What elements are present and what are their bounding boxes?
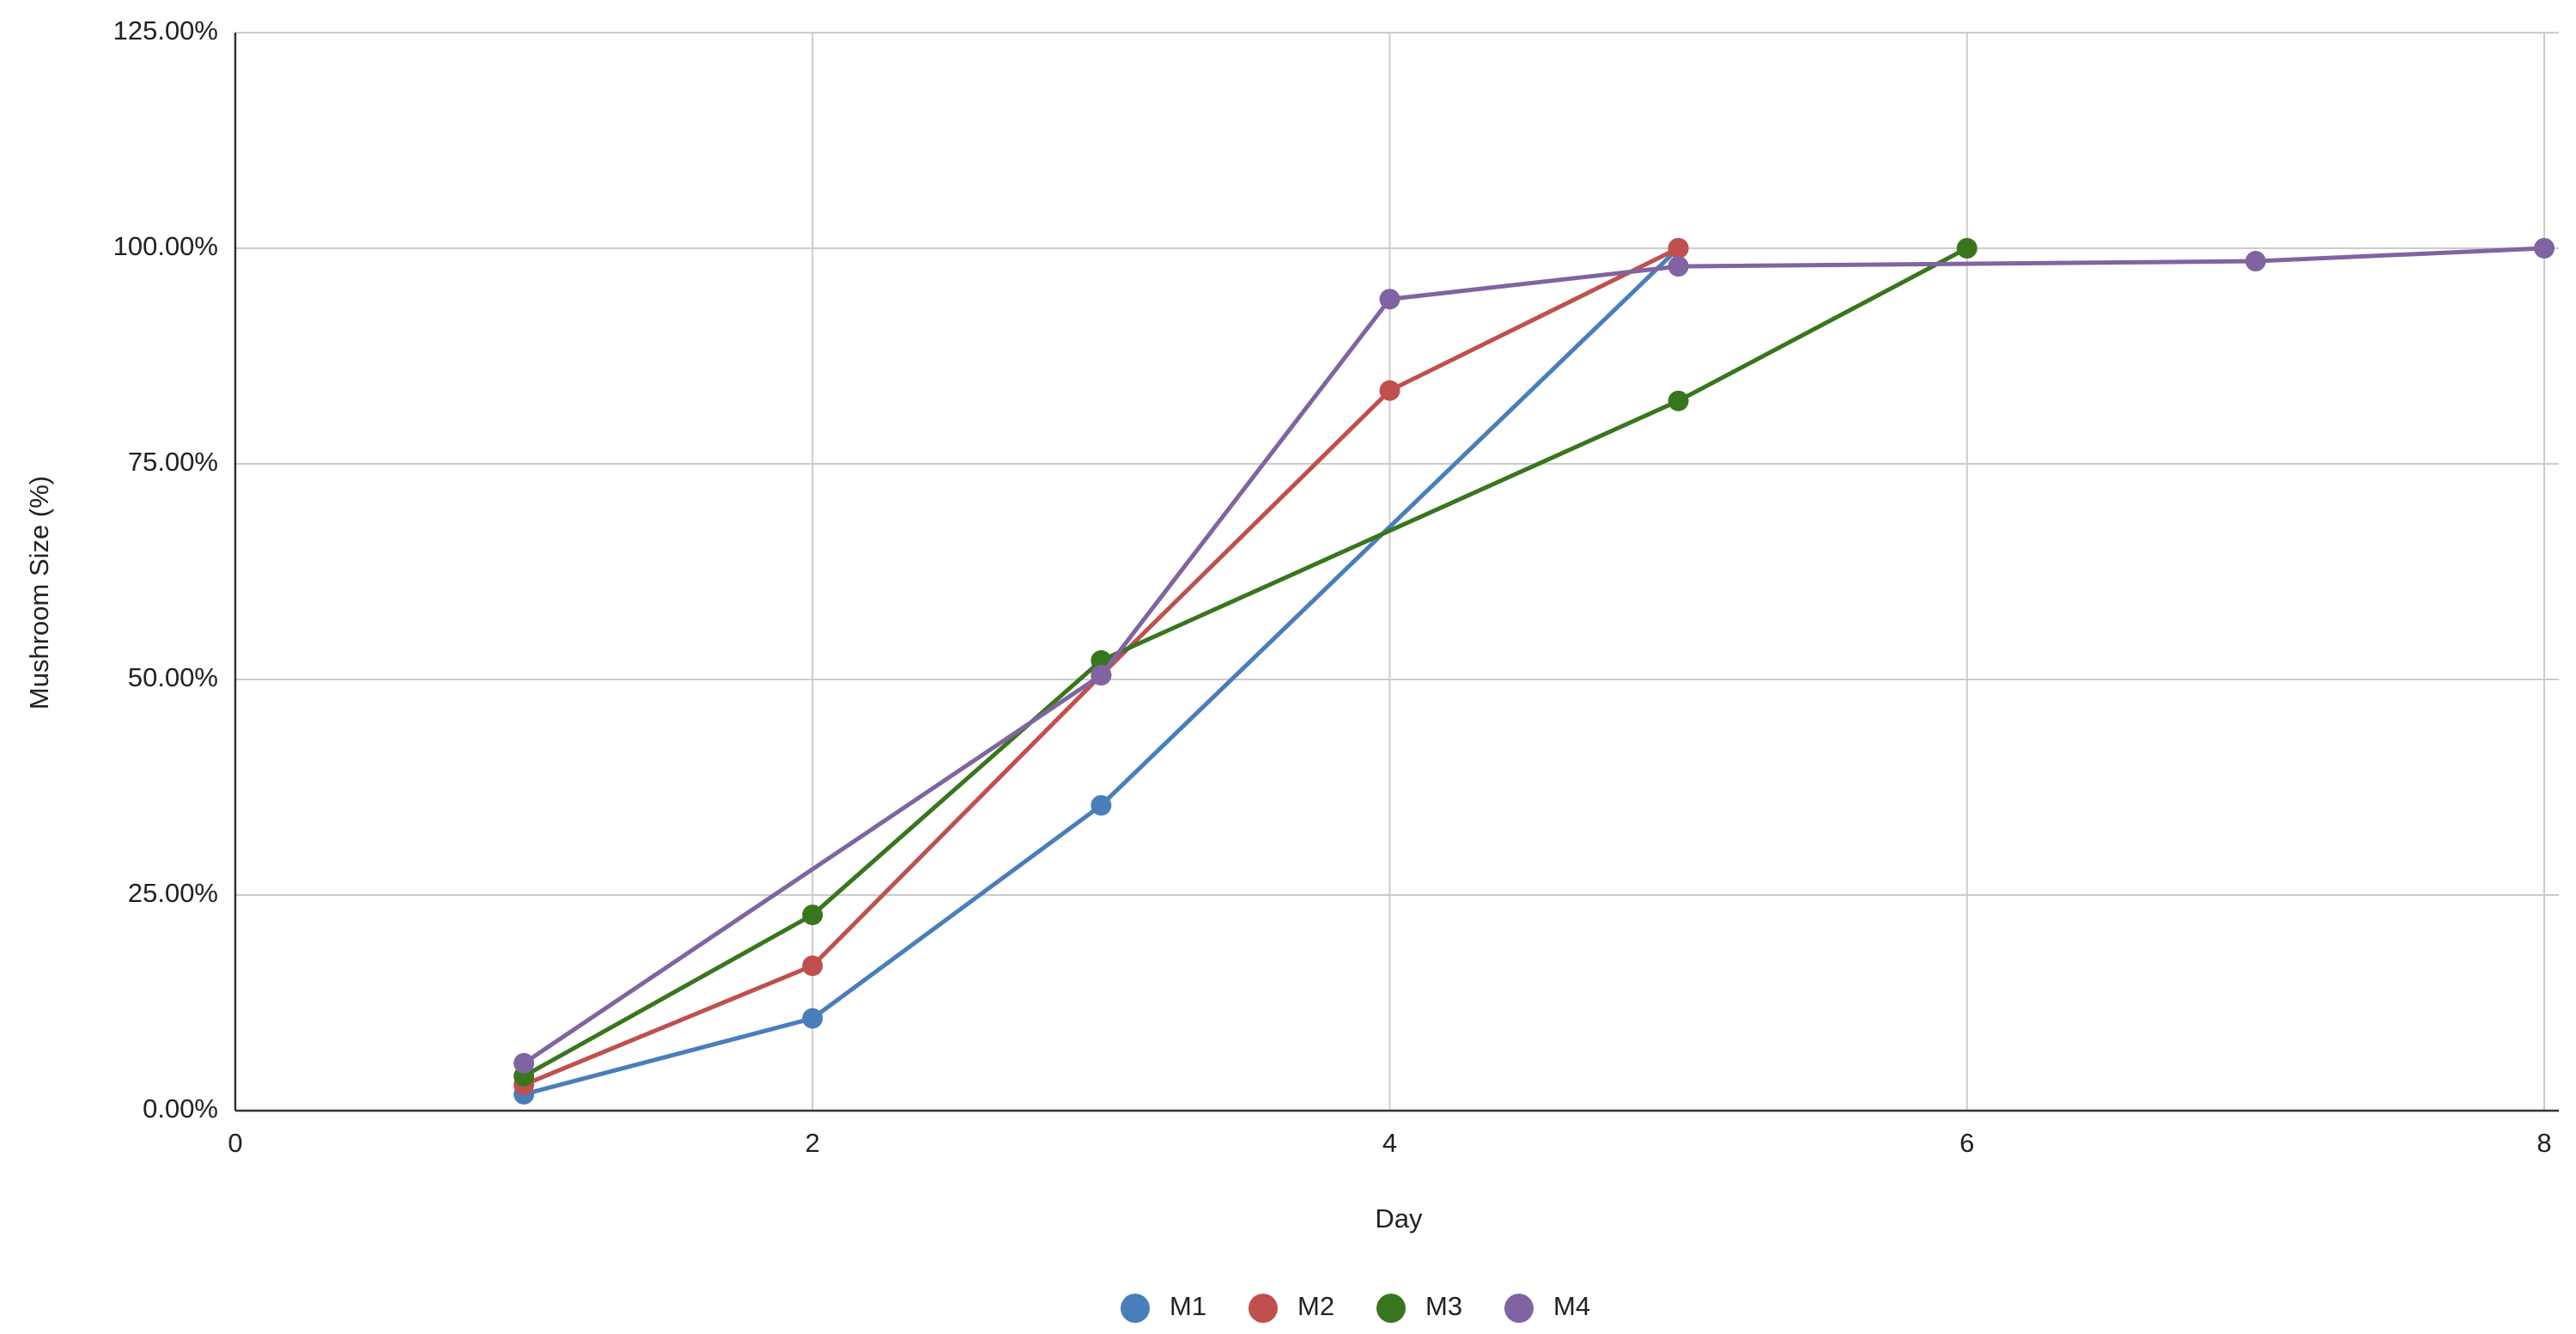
legend-label: M1 [1170, 1291, 1206, 1321]
data-point [2245, 251, 2266, 272]
legend-label: M2 [1297, 1291, 1334, 1321]
x-tick-label: 2 [805, 1128, 820, 1158]
legend-label: M4 [1553, 1291, 1590, 1321]
y-tick-label: 25.00% [128, 878, 218, 908]
legend-marker [1376, 1294, 1406, 1323]
data-point [1668, 256, 1689, 277]
data-point [802, 1008, 823, 1029]
data-point [513, 1052, 535, 1074]
x-tick-label: 8 [2537, 1128, 2551, 1158]
data-point [802, 905, 823, 926]
data-point [2534, 238, 2555, 259]
x-tick-label: 6 [1959, 1128, 1974, 1158]
data-point [1379, 289, 1400, 310]
y-tick-label: 0.00% [143, 1093, 218, 1124]
y-axis-title: Mushroom Size (%) [24, 476, 54, 710]
x-tick-label: 0 [228, 1128, 242, 1158]
x-tick-label: 4 [1382, 1128, 1397, 1158]
data-point [802, 955, 823, 977]
data-point [1668, 238, 1689, 259]
series-line [523, 247, 1680, 1097]
y-tick-label: 125.00% [113, 15, 218, 46]
y-tick-label: 50.00% [128, 662, 218, 692]
series-line [522, 246, 1968, 1079]
legend-marker [1121, 1294, 1150, 1323]
legend-marker [1504, 1294, 1534, 1323]
data-point [1091, 664, 1112, 685]
data-point [1379, 380, 1400, 401]
data-point [1668, 390, 1689, 411]
series-line [522, 246, 2545, 1065]
y-tick-label: 100.00% [113, 231, 218, 261]
data-point [1956, 238, 1978, 259]
y-tick-label: 75.00% [128, 447, 218, 477]
data-point [1091, 795, 1112, 816]
legend-marker [1249, 1294, 1278, 1323]
x-axis-title: Day [1375, 1203, 1423, 1233]
legend-label: M3 [1425, 1291, 1462, 1321]
